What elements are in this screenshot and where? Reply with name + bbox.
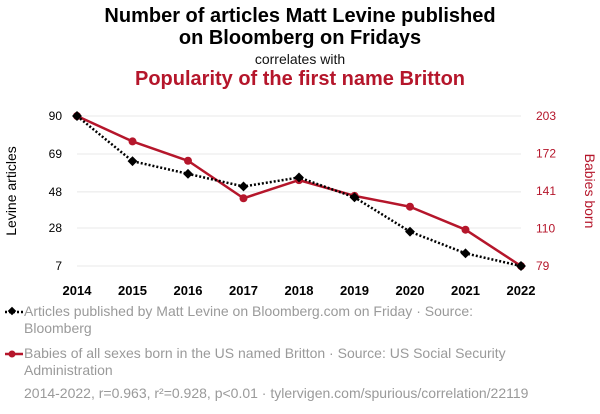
data-point-levine bbox=[72, 111, 82, 121]
chart-title-line-2: on Bloomberg on Fridays bbox=[178, 27, 422, 49]
x-tick-label: 2021 bbox=[451, 283, 480, 298]
data-point-levine bbox=[516, 261, 526, 271]
y-right-axis-label: Babies born bbox=[582, 154, 598, 229]
legend-marker-series-2 bbox=[5, 350, 23, 358]
data-point-britton bbox=[128, 137, 137, 146]
legend-label-series-2: Babies of all sexes born in the US named… bbox=[24, 345, 506, 378]
data-point-levine bbox=[183, 168, 193, 179]
line-chart: 7 28 48 69 90 79 110 141 172 203 2014 2015 2016 2017 2… bbox=[3, 109, 598, 298]
data-point-levine bbox=[294, 172, 304, 183]
data-point-levine bbox=[238, 181, 249, 192]
legend-marker-series-1 bbox=[5, 306, 23, 316]
y-right-tick-label: 110 bbox=[536, 222, 555, 236]
y-left-tick-label: 48 bbox=[49, 185, 63, 199]
y-left-tick-label: 28 bbox=[49, 221, 63, 235]
x-tick-label: 2019 bbox=[340, 283, 369, 298]
chart-title-line-1: Number of articles Matt Levine published bbox=[104, 5, 496, 27]
y-right-tick-label: 172 bbox=[536, 147, 556, 161]
data-point-britton bbox=[461, 225, 470, 234]
series-line-britton bbox=[76, 114, 522, 268]
x-tick-label: 2017 bbox=[229, 283, 258, 298]
x-tick-label: 2016 bbox=[174, 283, 203, 298]
data-point-britton bbox=[239, 194, 248, 203]
chart-footer: 2014-2022, r=0.963, r²=0.928, p<0.01 · t… bbox=[24, 385, 529, 401]
x-tick-label: 2020 bbox=[396, 283, 425, 298]
y-left-tick-label: 7 bbox=[55, 259, 62, 273]
y-left-tick-label: 90 bbox=[49, 109, 63, 123]
data-point-britton bbox=[406, 202, 414, 211]
chart-title-series-2: Popularity of the first name Britton bbox=[134, 68, 466, 90]
correlates-subtitle: correlates with bbox=[254, 51, 346, 67]
data-point-levine bbox=[127, 156, 138, 167]
x-tick-label: 2014 bbox=[63, 283, 93, 298]
series-line-levine bbox=[76, 115, 522, 268]
x-tick-label: 2022 bbox=[507, 283, 536, 298]
legend-label-series-1: Articles published by Matt Levine on Blo… bbox=[24, 303, 473, 336]
y-left-axis-label: Levine articles bbox=[3, 146, 19, 236]
y-right-tick-label: 141 bbox=[536, 184, 556, 198]
y-left-tick-label: 69 bbox=[49, 147, 63, 161]
data-point-levine bbox=[349, 192, 360, 203]
data-point-britton bbox=[184, 156, 192, 165]
y-right-tick-label: 79 bbox=[536, 259, 550, 273]
data-point-levine bbox=[405, 226, 415, 237]
x-tick-label: 2018 bbox=[285, 283, 314, 298]
y-right-tick-label: 203 bbox=[536, 109, 556, 123]
x-tick-label: 2015 bbox=[118, 283, 147, 298]
data-point-levine bbox=[460, 248, 471, 259]
